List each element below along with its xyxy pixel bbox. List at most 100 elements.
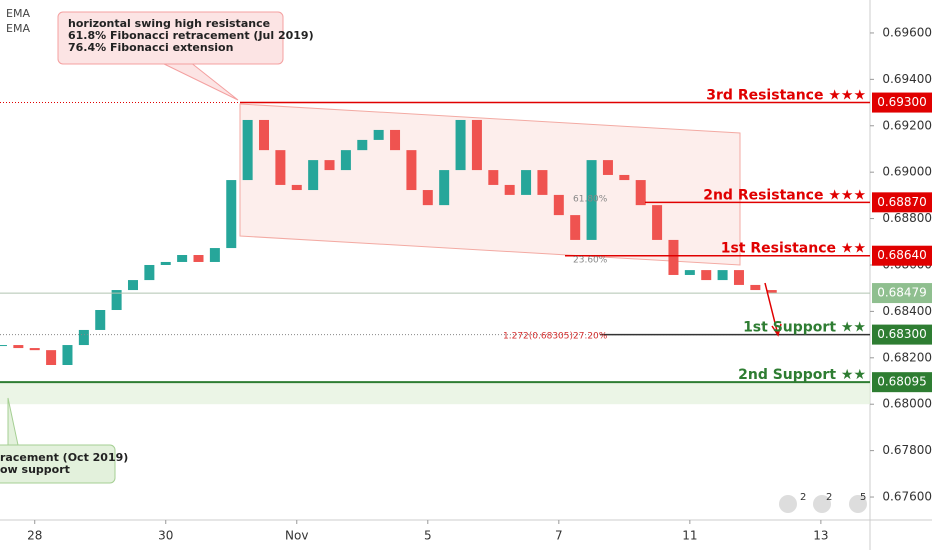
candle [750, 284, 761, 291]
level-tag [872, 92, 932, 113]
level-label: 2nd Support ★★ [738, 367, 866, 383]
candle [602, 160, 613, 175]
event-count: 5 [860, 492, 866, 503]
fib-label: 61.80% [573, 195, 608, 205]
candle [733, 270, 744, 285]
candle [619, 174, 630, 181]
candle [570, 215, 581, 240]
y-tick-label: 0.67600 [882, 490, 932, 504]
callout-text: ow support [0, 463, 70, 476]
candle [111, 290, 122, 311]
candle [177, 255, 188, 262]
candle [684, 270, 695, 275]
candle [209, 248, 220, 262]
level-tag [872, 324, 932, 345]
fib-label: 1.272(0.68305) [503, 332, 573, 342]
level-label: 1st Resistance ★★ [721, 241, 866, 257]
candle [521, 170, 532, 195]
candle [652, 205, 663, 240]
y-tick-label: 0.68400 [882, 304, 932, 318]
candle [29, 348, 40, 351]
callout-text: horizontal swing high resistance [68, 17, 270, 30]
candle [635, 180, 646, 206]
x-tick-label: 28 [27, 529, 42, 543]
level-label: 3rd Resistance ★★★ [706, 88, 866, 104]
candle [504, 184, 515, 195]
callout-text: racement (Oct 2019) [0, 451, 128, 464]
candle [226, 180, 237, 249]
x-tick-label: 13 [813, 529, 828, 543]
candle [471, 119, 482, 171]
fib-label: 23.60% [573, 256, 608, 266]
candle [324, 160, 335, 171]
event-icon [779, 495, 797, 513]
candle [0, 345, 7, 347]
candle [193, 255, 204, 262]
y-tick-label: 0.69000 [882, 165, 932, 179]
callout-text: 61.8% Fibonacci retracement (Jul 2019) [68, 29, 314, 42]
candle [160, 261, 171, 265]
candle [455, 119, 466, 171]
candle [701, 270, 712, 281]
event-count: 2 [826, 492, 832, 503]
event-icon [849, 495, 867, 513]
candle [357, 139, 368, 151]
level-tag-label: 0.68870 [877, 195, 927, 209]
y-tick-label: 0.69400 [882, 72, 932, 86]
candle [668, 239, 679, 275]
legend-entry: EMA [6, 7, 30, 20]
support-zone [0, 382, 870, 405]
callout-text: 76.4% Fibonacci extension [68, 41, 233, 54]
candle [373, 129, 384, 140]
candle [488, 170, 499, 185]
event-icon [813, 495, 831, 513]
x-tick-label: 30 [158, 529, 173, 543]
candle [95, 310, 106, 330]
y-tick-label: 0.68200 [882, 350, 932, 364]
candle [144, 264, 155, 281]
candle [78, 329, 89, 346]
y-tick-label: 0.69600 [882, 25, 932, 39]
level-tag-label: 0.68300 [877, 327, 927, 341]
candle [308, 160, 319, 191]
candle [422, 190, 433, 206]
y-tick-label: 0.68000 [882, 397, 932, 411]
x-tick-label: Nov [285, 529, 308, 543]
arrow [764, 282, 782, 337]
level-tag-label: 0.69300 [877, 95, 927, 109]
price-tag-label: 0.68479 [877, 286, 927, 300]
candle [439, 170, 450, 206]
candle [46, 350, 57, 365]
candle [586, 160, 597, 240]
price-tag [872, 283, 932, 304]
y-tick-label: 0.69200 [882, 118, 932, 132]
level-tag-label: 0.68640 [877, 248, 927, 262]
x-tick-label: 7 [555, 529, 563, 543]
level-label: 1st Support ★★ [743, 320, 866, 336]
candle [13, 345, 24, 349]
level-tag [872, 372, 932, 393]
candle [406, 150, 417, 191]
legend-entry: EMA [6, 22, 30, 35]
candle [766, 290, 777, 294]
level-tag [872, 245, 932, 266]
candle [717, 270, 728, 281]
level-label: 2nd Resistance ★★★ [703, 187, 866, 203]
x-tick-label: 5 [424, 529, 432, 543]
candle [537, 170, 548, 195]
candle [340, 150, 351, 171]
y-tick-label: 0.68800 [882, 211, 932, 225]
x-tick-label: 11 [682, 529, 697, 543]
level-tag [872, 192, 932, 213]
candle [553, 194, 564, 216]
candle [291, 184, 302, 191]
callout [57, 11, 284, 65]
event-count: 2 [800, 492, 806, 503]
callout [0, 444, 116, 484]
fib-label: 27.20% [573, 332, 608, 342]
y-tick-label: 0.67800 [882, 443, 932, 457]
candle [275, 150, 286, 185]
candle [390, 129, 401, 151]
candle [242, 119, 253, 181]
